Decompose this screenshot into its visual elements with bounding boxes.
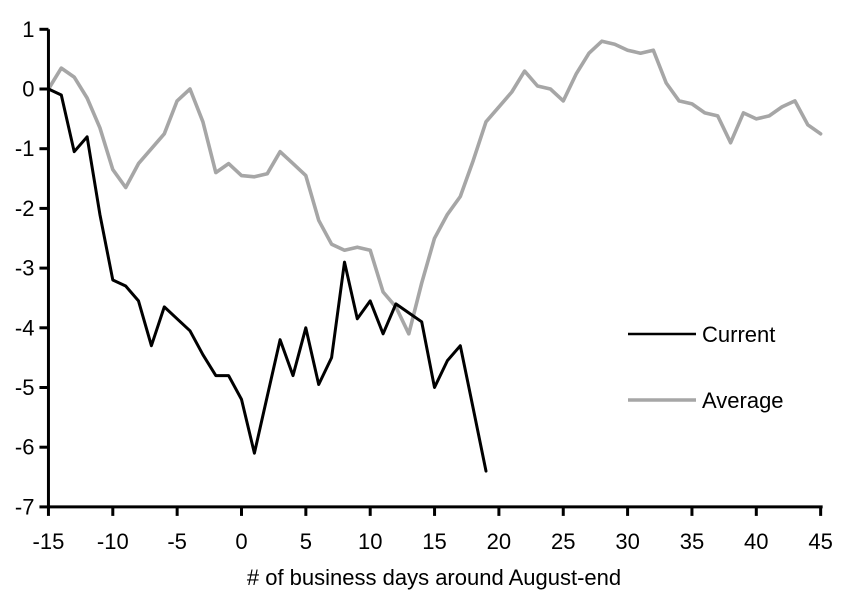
x-tick-label: -15 [33,529,65,554]
y-tick-label: -2 [15,196,35,221]
x-tick-label: 30 [615,529,639,554]
y-tick-label: -7 [15,494,35,519]
x-tick-label: 40 [744,529,768,554]
legend-item-current: Current [628,322,775,347]
tick-labels: 10-1-2-3-4-5-6-7-15 -10 -5 0 5 10 15 20 25 30 35 40… [15,17,833,554]
y-tick-label: -3 [15,256,35,281]
x-tick-label: 5 [300,529,312,554]
x-axis-title: # of business days around August-end [247,565,621,590]
legend-label-current: Current [702,322,775,347]
series-lines [46,39,823,473]
legend-label-average: Average [702,388,784,413]
x-tick-label: -10 [97,529,129,554]
x-tick-label: 15 [422,529,446,554]
x-tick-label: 25 [551,529,575,554]
x-tick-label: 0 [235,529,247,554]
series-line-average [46,39,823,336]
x-tick-label: 45 [808,529,832,554]
tick-marks [39,27,823,516]
y-tick-label: 0 [22,77,34,102]
y-tick-label: -6 [15,435,35,460]
x-tick-label: 10 [358,529,382,554]
series-line-current [47,87,488,473]
x-tick-label: 20 [487,529,511,554]
legend-item-average: Average [628,388,784,413]
y-tick-label: -5 [15,375,35,400]
x-tick-label: 35 [680,529,704,554]
y-tick-label: -1 [15,136,35,161]
legend: Current Average [628,322,784,413]
y-tick-label: 1 [22,17,34,42]
axes [46,29,823,509]
x-tick-label: -5 [167,529,187,554]
y-tick-label: -4 [15,315,35,340]
